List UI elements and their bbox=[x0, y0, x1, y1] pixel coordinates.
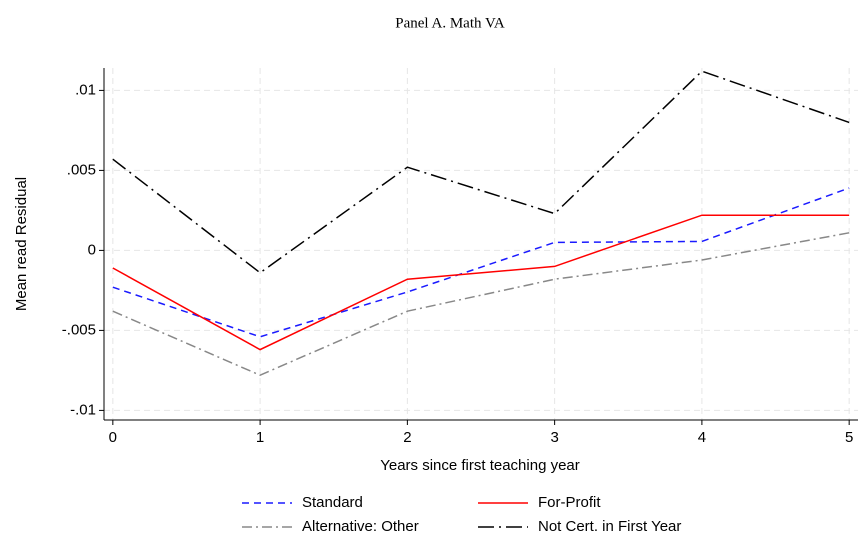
legend-label: Alternative: Other bbox=[302, 518, 419, 535]
series-line bbox=[112, 214, 850, 351]
y-tick-label: -.005 bbox=[62, 321, 96, 338]
y-tick-label: .01 bbox=[75, 81, 96, 98]
series-line bbox=[112, 70, 850, 274]
y-tick-label: 0 bbox=[88, 241, 96, 258]
x-tick-label: 3 bbox=[550, 429, 558, 446]
y-tick-label: -.01 bbox=[70, 401, 96, 418]
x-tick-label: 4 bbox=[698, 429, 706, 446]
y-tick-label: .005 bbox=[67, 161, 96, 178]
series-line bbox=[112, 187, 850, 338]
x-tick-label: 2 bbox=[403, 429, 411, 446]
legend-label: For-Profit bbox=[538, 494, 601, 511]
legend-label: Standard bbox=[302, 494, 363, 511]
chart-title: Panel A. Math VA bbox=[395, 15, 505, 31]
x-tick-label: 1 bbox=[256, 429, 264, 446]
x-tick-label: 0 bbox=[109, 429, 117, 446]
series-line bbox=[112, 232, 850, 377]
y-axis-label: Mean read Residual bbox=[13, 177, 30, 311]
legend-label: Not Cert. in First Year bbox=[538, 518, 681, 535]
x-tick-label: 5 bbox=[845, 429, 853, 446]
x-axis-label: Years since first teaching year bbox=[380, 457, 580, 474]
